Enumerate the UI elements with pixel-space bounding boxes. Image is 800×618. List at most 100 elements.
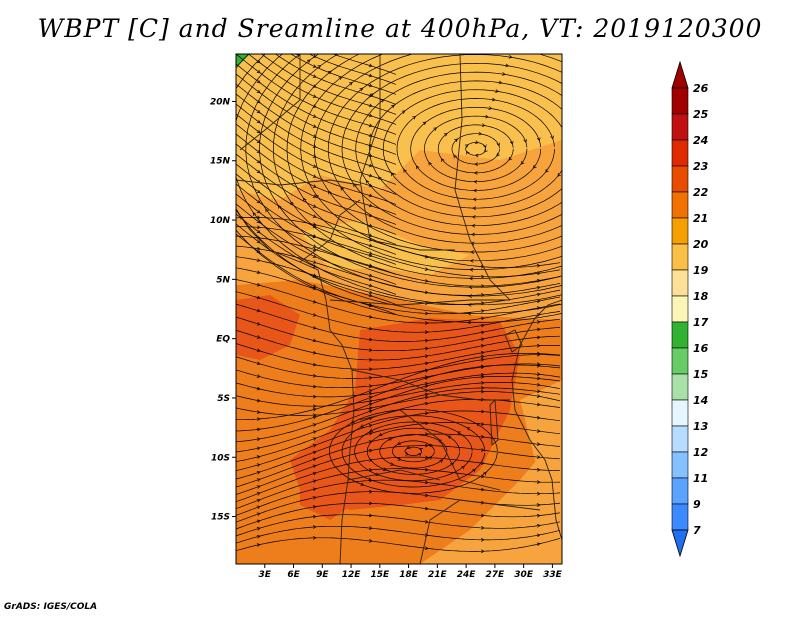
streamline-arrow: [256, 99, 261, 104]
colorbar-box: [671, 165, 689, 193]
streamline-arrow: [312, 384, 317, 389]
streamline-arrow: [368, 133, 373, 138]
streamline-arrow: [312, 174, 317, 178]
coastline-west: [236, 209, 355, 564]
streamline-arrow: [464, 144, 469, 148]
lon-tick-label: 21E: [428, 570, 448, 580]
streamline-arrow: [591, 130, 594, 133]
streamline-arrow: [368, 337, 373, 342]
streamline-arrow: [484, 148, 488, 153]
streamline-arrow: [312, 260, 317, 264]
streamline-arrow: [474, 140, 479, 145]
streamline-arrow: [256, 471, 261, 475]
streamline-arrow: [378, 432, 383, 437]
streamline-arrow: [631, 198, 634, 201]
streamline-arrow: [312, 374, 317, 378]
lon-tick-label: 24E: [457, 570, 477, 580]
streamline-arrow: [441, 158, 445, 162]
lake-shore: [489, 398, 499, 446]
streamline-arrow: [312, 164, 317, 168]
streamline-arrow: [536, 442, 541, 446]
lon-tick-label: 15E: [370, 570, 390, 580]
streamline-arrow: [368, 163, 373, 168]
streamline: [236, 376, 561, 443]
streamline-arrow: [536, 299, 541, 304]
streamline-arrow: [536, 429, 541, 433]
streamline-arrow: [496, 152, 500, 157]
streamline-arrow: [312, 222, 317, 227]
figure-title: WBPT [C] and Sreamline at 400hPa, VT: 20…: [37, 14, 763, 43]
streamline-arrow: [380, 99, 385, 103]
streamline-arrow: [488, 106, 493, 110]
streamline: [396, 98, 555, 200]
streamline-arrow: [397, 441, 402, 445]
border-line: [359, 409, 501, 491]
streamline-arrow: [313, 535, 317, 540]
streamline-arrow: [491, 97, 496, 102]
latitude-axis: 20N 15N 10N 5N EQ 5S 10S 15S: [210, 97, 231, 522]
streamline-arrow: [536, 467, 541, 472]
streamline-arrow: [312, 457, 317, 462]
streamline-arrow: [480, 381, 485, 385]
streamline-arrow: [480, 375, 485, 379]
streamline-arrow: [480, 364, 485, 369]
streamline-arrow: [256, 235, 261, 240]
streamline-arrow: [256, 139, 261, 144]
streamline-arrow: [368, 409, 373, 414]
streamline-arrow: [467, 320, 471, 325]
streamline-arrow: [437, 439, 442, 444]
streamline-arrow: [368, 431, 373, 436]
streamline-arrow: [257, 40, 260, 43]
streamline-arrow: [312, 244, 317, 248]
streamline-arrow: [529, 4, 532, 7]
streamline-arrow: [312, 407, 317, 412]
streamline: [314, 54, 562, 253]
streamline-arrow: [317, 65, 322, 69]
streamline-arrow: [424, 368, 429, 373]
streamline: [236, 479, 561, 516]
border-line: [454, 54, 511, 301]
streamline-arrow: [368, 392, 373, 396]
streamline-arrow: [512, 47, 515, 50]
streamline-arrow: [461, 465, 465, 470]
streamline-arrow: [480, 435, 485, 439]
lon-tick-label: 18E: [399, 570, 419, 580]
streamline-arrow: [256, 427, 261, 432]
streamline-arrow: [536, 285, 541, 290]
streamline-arrow: [536, 542, 541, 547]
streamline-arrow: [397, 457, 402, 461]
streamline-arrow: [536, 503, 541, 507]
streamline-arrow: [537, 491, 541, 496]
streamline-arrow: [312, 254, 317, 258]
streamline-arrow: [424, 520, 429, 524]
streamline-arrow: [368, 93, 373, 98]
streamline-arrow: [472, 197, 477, 202]
streamline: [341, 415, 486, 488]
colorbar-label: 19: [693, 264, 709, 277]
streamline-arrow: [256, 219, 261, 224]
streamline-arrow: [474, 153, 479, 158]
streamline-arrow: [501, 72, 506, 76]
colorbar-label: 25: [693, 108, 709, 121]
streamline-arrow: [312, 313, 317, 317]
streamline-arrow: [368, 440, 373, 444]
streamline-arrow: [480, 293, 485, 297]
streamline-arrow: [265, 37, 268, 40]
streamline: [236, 329, 561, 361]
colorbar-label: 18: [693, 290, 709, 303]
streamline-arrow: [368, 203, 373, 208]
streamline-arrow: [536, 383, 541, 387]
streamline-arrow: [496, 142, 501, 147]
streamline-arrow: [618, 127, 621, 130]
streamline-arrow: [619, 193, 622, 196]
streamline-arrow: [256, 410, 261, 414]
colorbar-label: 14: [693, 394, 708, 407]
streamline-layer: [236, 4, 634, 554]
streamline-arrow: [368, 448, 373, 453]
streamline-arrow: [424, 411, 429, 416]
streamline-arrow: [403, 168, 407, 173]
streamline: [236, 291, 561, 333]
streamline: [300, 54, 562, 262]
streamline-arrow: [257, 20, 260, 23]
streamline-arrow: [256, 159, 261, 164]
